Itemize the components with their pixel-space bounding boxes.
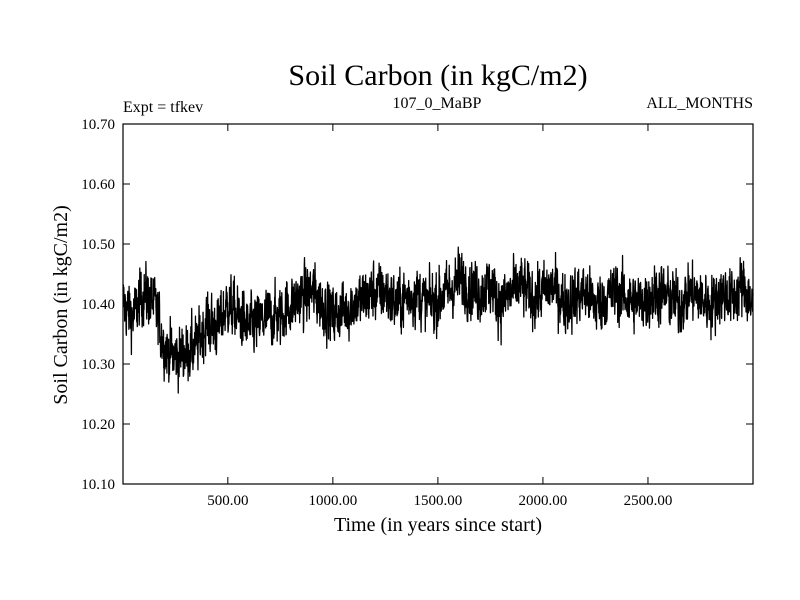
period-label: 107_0_MaBP xyxy=(393,95,482,112)
x-tick-label: 500.00 xyxy=(207,493,248,509)
x-tick-label: 1000.00 xyxy=(308,493,357,509)
y-axis-label: Soil Carbon (in kgC/m2) xyxy=(50,205,72,404)
y-tick-label: 10.10 xyxy=(81,477,115,493)
y-tick-label: 10.30 xyxy=(81,357,115,373)
series-line xyxy=(122,246,754,394)
y-tick-label: 10.70 xyxy=(81,117,115,133)
y-tick-label: 10.40 xyxy=(81,297,115,313)
data-series xyxy=(122,246,754,394)
chart-title: Soil Carbon (in kgC/m2) xyxy=(288,59,587,92)
x-axis-label: Time (in years since start) xyxy=(334,514,542,536)
months-label: ALL_MONTHS xyxy=(646,95,753,112)
experiment-label: Expt = tfkev xyxy=(123,99,203,116)
y-axis: 10.10 10.20 10.30 10.40 10.50 10.60 10.70 xyxy=(81,117,753,493)
y-tick-label: 10.50 xyxy=(81,237,115,253)
x-tick-label: 2500.00 xyxy=(624,493,673,509)
x-tick-label: 1500.00 xyxy=(414,493,463,509)
y-tick-label: 10.20 xyxy=(81,417,115,433)
x-tick-label: 2000.00 xyxy=(519,493,568,509)
y-tick-label: 10.60 xyxy=(81,177,115,193)
x-axis: 500.00 1000.00 1500.00 2000.00 2500.00 xyxy=(207,124,672,509)
